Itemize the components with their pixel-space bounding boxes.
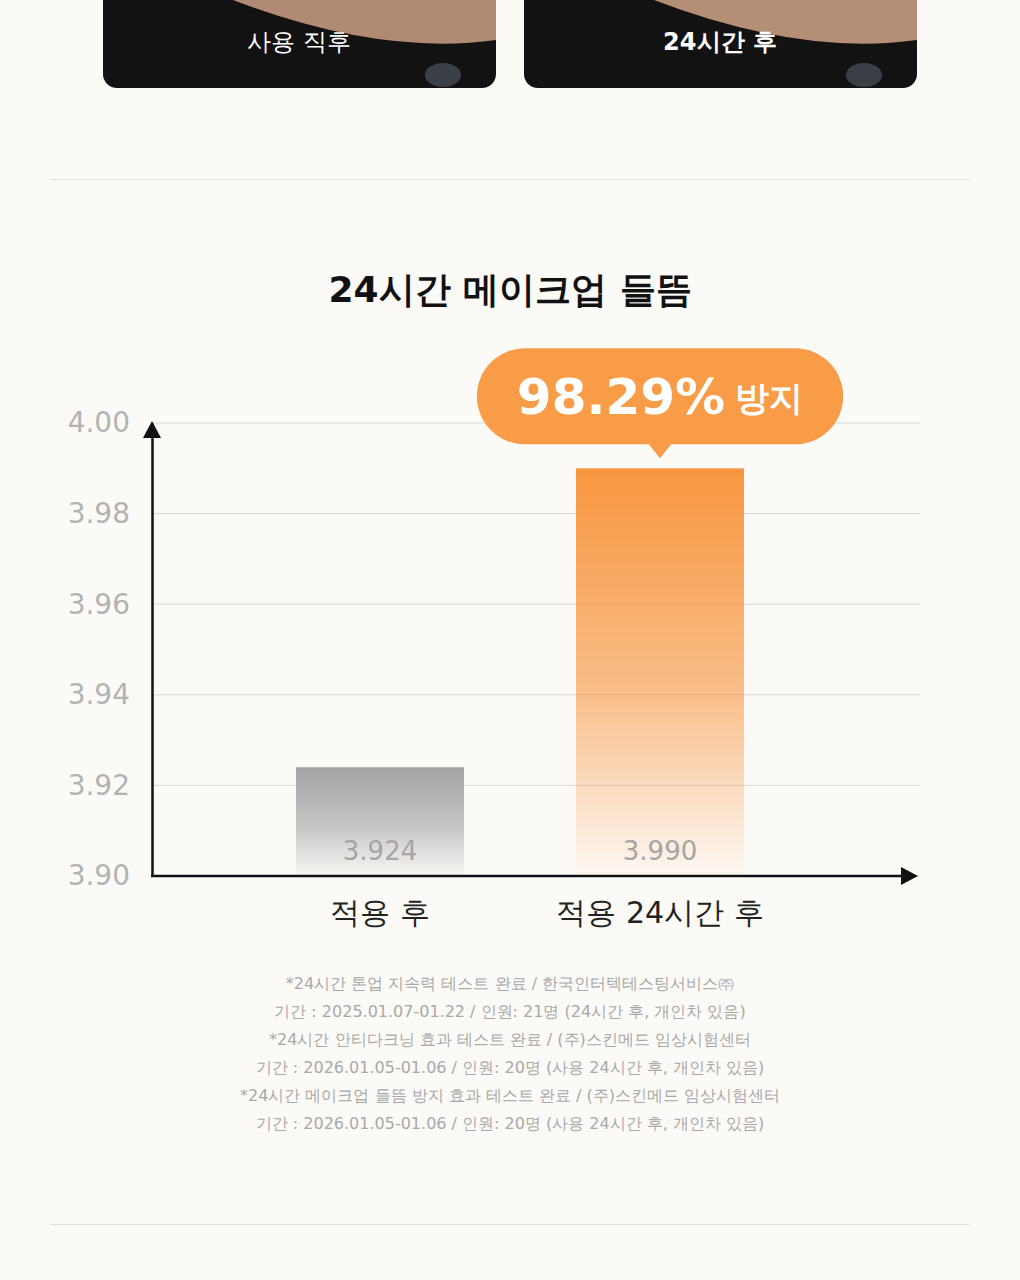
y-axis: 3.90 3.92 3.94 3.96 3.98 4.00 [68,406,153,892]
y-tick: 3.94 [68,678,152,711]
background [0,0,1020,1280]
bar [296,767,464,876]
x-tick-label: 적용 24시간 후 [556,895,763,930]
annotation-tail [648,443,672,458]
annotation-text: 방지 [735,378,803,418]
x-axis: 적용 후 적용 24시간 후 [330,876,763,930]
footnote: *24시간 톤업 지속력 테스트 완료 / 한국인터텍테스팅서비스㈜ [286,974,734,993]
x-axis-line [151,875,908,878]
footnote: 기간 : 2026.01.05-01.06 / 인원: 20명 (사용 24시간… [256,1114,765,1133]
photo-detail [425,63,461,87]
y-tick-label: 3.90 [68,859,130,892]
photo-detail [846,63,882,87]
grid-line [152,604,920,605]
y-tick-label: 3.94 [68,678,130,711]
annotation-bubble [477,348,843,444]
photo-background [524,0,917,88]
y-tick-label: 4.00 [68,406,130,439]
grid-line [152,785,920,786]
chart-title: 24시간 메이크업 들뜸 [328,269,691,310]
x-tick: 적용 후 [330,876,430,930]
y-tick-label: 3.96 [68,588,130,621]
y-tick: 3.92 [68,769,152,802]
y-tick-label: 3.98 [68,497,130,530]
photo [524,0,917,88]
page: 사용 직후24시간 후24시간 메이크업 들뜸3.903.923.943.963… [0,0,1020,1280]
annotation: 98.29%방지 [477,348,843,458]
photo-label: 사용 직후 [247,28,351,56]
grid-line [152,513,920,514]
footnote: *24시간 안티다크닝 효과 테스트 완료 / (주)스킨메드 임상시험센터 [269,1030,751,1049]
grid-line [152,694,920,695]
footnotes: *24시간 톤업 지속력 테스트 완료 / 한국인터텍테스팅서비스㈜ 기간 : 2… [240,974,780,1133]
x-axis-arrow [901,867,918,885]
footnote: 기간 : 2026.01.05-01.06 / 인원: 20명 (사용 24시간… [256,1058,765,1077]
data-label: 3.924 [343,836,417,866]
footnote: 기간 : 2025.01.07-01.22 / 인원: 21명 (24시간 후,… [274,1002,745,1021]
x-tick-label: 적용 후 [330,895,430,930]
y-tick-label: 3.92 [68,769,130,802]
divider [50,1224,970,1225]
photo-background [103,0,496,88]
grid [152,423,920,876]
photo-label: 24시간 후 [663,28,777,56]
y-tick: 3.96 [68,588,152,621]
y-tick: 3.90 [68,859,152,892]
y-axis-arrow [143,421,161,438]
photo [103,0,496,88]
annotation-value: 98.29% [517,368,725,426]
divider [50,179,970,180]
data-label: 3.990 [623,836,697,866]
y-axis-line [151,424,154,877]
x-tick: 적용 24시간 후 [556,876,763,930]
grid-line [152,876,920,877]
footnote: *24시간 메이크업 들뜸 방지 효과 테스트 완료 / (주)스킨메드 임상시… [240,1086,780,1105]
bar [576,468,744,876]
y-tick: 4.00 [68,406,152,439]
y-tick: 3.98 [68,497,152,530]
data-labels: 3.924 3.990 [343,836,697,866]
bars [296,468,744,876]
